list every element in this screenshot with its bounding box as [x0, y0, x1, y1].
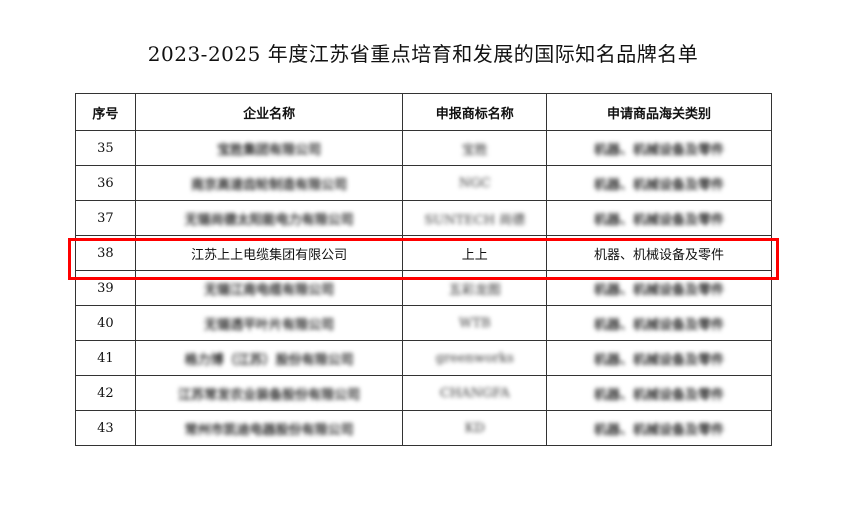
cell-number: 40	[75, 305, 136, 341]
cell-company: 无锡尚德太阳能电力有限公司	[134, 200, 404, 236]
cell-number: 42	[75, 375, 136, 411]
cell-company-text: 江苏上上电缆集团有限公司	[191, 247, 348, 263]
cell-number-text: 39	[97, 280, 114, 296]
cell-category: 机器、机械设备及零件	[546, 305, 772, 341]
cell-company: 常州市凯迪电器股份有限公司	[134, 410, 404, 446]
cell-company-text: 无锡江南电缆有限公司	[204, 282, 335, 298]
header-brand: 申报商标名称	[402, 93, 548, 131]
cell-number-text: 43	[97, 420, 114, 436]
header-category: 申请商品海关类别	[546, 93, 772, 131]
cell-company: 无锡江南电缆有限公司	[134, 270, 404, 306]
cell-brand-text: 上上	[461, 247, 488, 263]
cell-category: 机器、机械设备及零件	[546, 235, 772, 271]
cell-category-text: 机器、机械设备及零件	[594, 177, 725, 193]
cell-company: 格力博（江苏）股份有限公司	[134, 340, 404, 376]
header-number: 序号	[75, 93, 136, 131]
table-row: 38 江苏上上电缆集团有限公司 上上 机器、机械设备及零件	[75, 235, 772, 271]
cell-company-text: 无锡尚德太阳能电力有限公司	[184, 212, 354, 228]
header-company: 企业名称	[134, 93, 404, 131]
cell-brand-text: 宝胜	[461, 142, 488, 158]
table-row: 41 格力博（江苏）股份有限公司 greenworks 机器、机械设备及零件	[75, 340, 772, 376]
cell-category-text: 机器、机械设备及零件	[594, 247, 725, 263]
cell-brand: CHANGFA	[402, 375, 548, 411]
cell-brand: KD	[402, 410, 548, 446]
cell-category: 机器、机械设备及零件	[546, 410, 772, 446]
cell-brand-text: KD	[464, 420, 485, 436]
cell-brand: 宝胜	[402, 130, 548, 166]
cell-brand: 上上	[402, 235, 548, 271]
cell-brand-text: SUNTECH 尚德	[424, 212, 526, 228]
cell-number: 39	[75, 270, 136, 306]
cell-category-text: 机器、机械设备及零件	[594, 212, 725, 228]
cell-brand-text: greenworks	[435, 350, 514, 366]
cell-category-text: 机器、机械设备及零件	[594, 387, 725, 403]
cell-number-text: 42	[97, 385, 114, 401]
cell-category-text: 机器、机械设备及零件	[594, 422, 725, 438]
cell-company: 江苏常发农业装备股份有限公司	[134, 375, 404, 411]
table-row: 36 南京高速齿轮制造有限公司 NGC 机器、机械设备及零件	[75, 165, 772, 201]
table-row: 40 无锡透平叶片有限公司 WTB 机器、机械设备及零件	[75, 305, 772, 341]
cell-company-text: 宝胜集团有限公司	[217, 142, 322, 158]
cell-number-text: 37	[97, 210, 114, 226]
cell-company-text: 格力博（江苏）股份有限公司	[184, 352, 354, 368]
cell-number-text: 38	[97, 245, 114, 261]
cell-number: 36	[75, 165, 136, 201]
page-title: 2023-2025 年度江苏省重点培育和发展的国际知名品牌名单	[147, 42, 699, 66]
cell-company-text: 常州市凯迪电器股份有限公司	[184, 422, 354, 438]
cell-brand-text: 五彩龙图	[448, 282, 501, 298]
cell-number-text: 36	[97, 175, 114, 191]
cell-category: 机器、机械设备及零件	[546, 165, 772, 201]
cell-number-text: 41	[97, 350, 114, 366]
table-row: 37 无锡尚德太阳能电力有限公司 SUNTECH 尚德 机器、机械设备及零件	[75, 200, 772, 236]
table-row: 39 无锡江南电缆有限公司 五彩龙图 机器、机械设备及零件	[75, 270, 772, 306]
cell-number: 35	[75, 130, 136, 166]
cell-number: 43	[75, 410, 136, 446]
table-row: 35 宝胜集团有限公司 宝胜 机器、机械设备及零件	[75, 130, 772, 166]
cell-category: 机器、机械设备及零件	[546, 130, 772, 166]
cell-number: 41	[75, 340, 136, 376]
cell-number: 38	[75, 235, 136, 271]
cell-brand: 五彩龙图	[402, 270, 548, 306]
cell-brand: SUNTECH 尚德	[402, 200, 548, 236]
cell-company-text: 无锡透平叶片有限公司	[204, 317, 335, 333]
cell-company: 南京高速齿轮制造有限公司	[134, 165, 404, 201]
cell-company-text: 南京高速齿轮制造有限公司	[191, 177, 348, 193]
cell-number-text: 40	[97, 315, 114, 331]
cell-brand-text: CHANGFA	[439, 385, 510, 401]
cell-company: 无锡透平叶片有限公司	[134, 305, 404, 341]
cell-number-text: 35	[97, 140, 114, 156]
cell-company-text: 江苏常发农业装备股份有限公司	[178, 387, 361, 403]
cell-category: 机器、机械设备及零件	[546, 340, 772, 376]
cell-company: 宝胜集团有限公司	[134, 130, 404, 166]
cell-category: 机器、机械设备及零件	[546, 270, 772, 306]
cell-category: 机器、机械设备及零件	[546, 200, 772, 236]
cell-brand-text: NGC	[458, 175, 491, 191]
cell-category: 机器、机械设备及零件	[546, 375, 772, 411]
cell-category-text: 机器、机械设备及零件	[594, 317, 725, 333]
table-row: 42 江苏常发农业装备股份有限公司 CHANGFA 机器、机械设备及零件	[75, 375, 772, 411]
cell-company: 江苏上上电缆集团有限公司	[134, 235, 404, 271]
table-row: 43 常州市凯迪电器股份有限公司 KD 机器、机械设备及零件	[75, 410, 772, 446]
brand-list-table: 序号 企业名称 申报商标名称 申请商品海关类别 35 宝胜集团有限公司 宝胜 机器、机…	[75, 93, 772, 446]
table-header-row: 序号 企业名称 申报商标名称 申请商品海关类别	[75, 93, 772, 131]
cell-category-text: 机器、机械设备及零件	[594, 352, 725, 368]
cell-brand: WTB	[402, 305, 548, 341]
cell-category-text: 机器、机械设备及零件	[594, 142, 725, 158]
cell-brand: NGC	[402, 165, 548, 201]
cell-brand-text: WTB	[458, 315, 491, 331]
cell-brand: greenworks	[402, 340, 548, 376]
cell-number: 37	[75, 200, 136, 236]
cell-category-text: 机器、机械设备及零件	[594, 282, 725, 298]
